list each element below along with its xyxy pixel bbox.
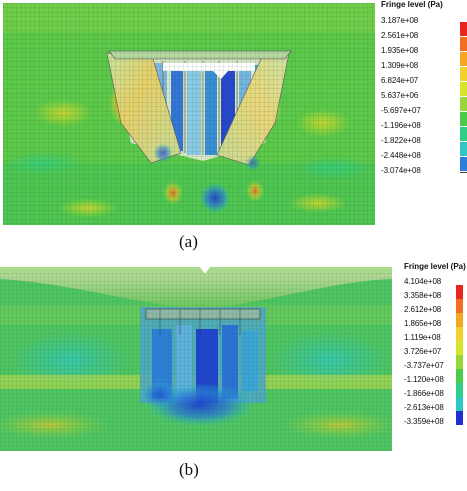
caption-a: (a) <box>179 232 198 251</box>
legend-b-swatch <box>456 341 463 355</box>
legend-b-label: -1.120e+08 <box>404 375 444 384</box>
legend-b-swatch <box>456 299 463 313</box>
legend-b-label: -3.737e+07 <box>404 361 444 370</box>
legend-a-swatch <box>460 112 467 126</box>
legend-b-swatch <box>456 383 463 397</box>
legend-b-swatch <box>456 355 463 369</box>
legend-a-title: Fringe level (Pa) <box>381 0 443 9</box>
legend-b-row: -1.120e+08 <box>404 373 467 397</box>
legend-b-row: 1.865e+08 <box>404 317 467 341</box>
legend-a-row: 6.824e+07 <box>381 74 467 96</box>
legend-a-swatch <box>460 22 467 36</box>
legend-a-label: 6.824e+07 <box>381 76 419 85</box>
legend-a-swatch <box>460 142 467 156</box>
legend-a-row: 3.187e+08 <box>381 14 467 36</box>
legend-b-label: 3.726e+07 <box>404 347 442 356</box>
legend-b: Fringe level (Pa) 4.104e+08 3.358e+08 2.… <box>404 262 467 432</box>
legend-a-label: 1.935e+08 <box>381 46 419 55</box>
legend-b-swatch <box>456 411 463 425</box>
legend-b-label: 3.358e+08 <box>404 291 442 300</box>
legend-a-label: -3.074e+08 <box>381 166 421 175</box>
legend-b-label: 1.119e+08 <box>404 333 441 342</box>
legend-a-label: 3.187e+08 <box>381 16 419 25</box>
legend-b-row: 1.119e+08 <box>404 331 467 355</box>
legend-b-swatch <box>456 313 463 327</box>
legend-b-label: 1.865e+08 <box>404 319 442 328</box>
legend-a-swatch <box>460 97 467 111</box>
legend-b-swatch <box>456 285 463 299</box>
simulation-plot-a <box>3 3 375 225</box>
legend-b-label: -1.866e+08 <box>404 389 444 398</box>
legend-b-label: -2.613e+08 <box>404 403 444 412</box>
contour-plot-a <box>3 3 375 225</box>
legend-a: Fringe level (Pa) 3.187e+08 2.561e+08 1.… <box>381 0 467 225</box>
legend-a-swatch <box>460 37 467 51</box>
legend-a-label: -2.448e+08 <box>381 151 421 160</box>
legend-a-label: 5.637e+06 <box>381 91 419 100</box>
legend-a-row: 2.561e+08 <box>381 29 467 51</box>
legend-b-label: -3.359e+08 <box>404 417 444 426</box>
legend-b-row: -1.866e+08 <box>404 387 467 411</box>
legend-a-swatch <box>460 127 467 141</box>
legend-a-row: -3.074e+08 <box>381 164 467 178</box>
legend-a-swatch <box>460 52 467 66</box>
legend-a-swatch <box>460 82 467 96</box>
legend-a-swatch <box>460 157 467 171</box>
legend-b-row: 2.612e+08 <box>404 303 467 327</box>
caption-b: (b) <box>179 460 199 479</box>
legend-b-row: -3.737e+07 <box>404 359 467 383</box>
legend-a-row: 5.637e+06 <box>381 89 467 111</box>
legend-b-label: 2.612e+08 <box>404 305 442 314</box>
legend-b-title: Fringe level (Pa) <box>404 262 466 271</box>
legend-a-row: 1.309e+08 <box>381 59 467 81</box>
legend-b-row: 3.726e+07 <box>404 345 467 369</box>
legend-b-row: 4.104e+08 <box>404 275 467 299</box>
legend-b-row: -3.359e+08 <box>404 411 467 429</box>
legend-a-label: -1.196e+08 <box>381 121 421 130</box>
legend-a-row: 1.935e+08 <box>381 44 467 66</box>
legend-a-row: -1.822e+08 <box>381 134 467 156</box>
legend-a-label: 1.309e+08 <box>381 61 419 70</box>
legend-b-swatch <box>456 327 463 341</box>
legend-b-label: 4.104e+08 <box>404 277 442 286</box>
legend-b-swatch <box>456 397 463 411</box>
legend-b-row: 3.358e+08 <box>404 289 467 313</box>
contour-plot-b <box>0 265 392 451</box>
simulation-plot-b <box>0 265 392 451</box>
legend-a-label: -1.822e+08 <box>381 136 421 145</box>
legend-a-swatch <box>460 67 467 81</box>
legend-a-label: -5.697e+07 <box>381 106 421 115</box>
legend-a-row: -1.196e+08 <box>381 119 467 141</box>
legend-a-row: -5.697e+07 <box>381 104 467 126</box>
legend-a-row: -2.448e+08 <box>381 149 467 171</box>
legend-a-label: 2.561e+08 <box>381 31 419 40</box>
legend-b-swatch <box>456 369 463 383</box>
legend-a-tick <box>460 172 467 173</box>
